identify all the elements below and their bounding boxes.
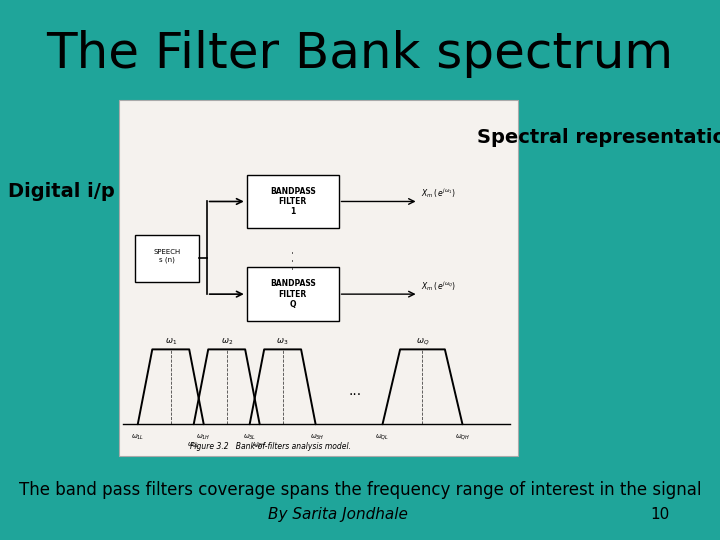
Text: BANDPASS
FILTER
Q: BANDPASS FILTER Q <box>270 279 315 309</box>
Text: $\omega_{3L}$: $\omega_{3L}$ <box>243 433 256 442</box>
Bar <box>135 235 199 282</box>
Text: $\omega_1$: $\omega_1$ <box>165 337 177 347</box>
Text: The band pass filters coverage spans the frequency range of interest in the sign: The band pass filters coverage spans the… <box>19 481 701 500</box>
Text: $X_m\,(\,e^{j\omega_1})$: $X_m\,(\,e^{j\omega_1})$ <box>420 186 455 200</box>
Text: The Filter Bank spectrum: The Filter Bank spectrum <box>46 30 674 78</box>
Text: BANDPASS
FILTER
1: BANDPASS FILTER 1 <box>270 187 315 217</box>
Text: $X_m\,(\,e^{j\omega_Q})$: $X_m\,(\,e^{j\omega_Q})$ <box>420 279 456 293</box>
Bar <box>247 267 338 321</box>
Text: $\omega_2$: $\omega_2$ <box>220 337 233 347</box>
Text: By Sarita Jondhale: By Sarita Jondhale <box>269 507 408 522</box>
Text: $\omega_{1H}$: $\omega_{1H}$ <box>197 433 211 442</box>
Bar <box>119 100 518 456</box>
Text: $\omega_Q$: $\omega_Q$ <box>415 336 429 347</box>
Text: · · ·: · · · <box>288 250 301 271</box>
Text: Figure 3.2   Bank-of-filters analysis model.: Figure 3.2 Bank-of-filters analysis mode… <box>190 442 351 451</box>
Bar <box>247 175 338 228</box>
Text: Digital i/p: Digital i/p <box>8 182 114 201</box>
Text: Spectral representation: Spectral representation <box>477 128 720 147</box>
Text: $\omega_{QH}$: $\omega_{QH}$ <box>455 433 470 442</box>
Text: $\omega_{1L}$: $\omega_{1L}$ <box>131 433 145 442</box>
Text: ...: ... <box>348 383 361 397</box>
Text: 10: 10 <box>650 507 670 522</box>
Text: $\omega_{2L}$: $\omega_{2L}$ <box>187 441 200 450</box>
Text: $\omega_{2H}$: $\omega_{2H}$ <box>253 441 267 450</box>
Text: $\omega_{QL}$: $\omega_{QL}$ <box>375 433 390 442</box>
Text: $\omega_{3H}$: $\omega_{3H}$ <box>310 433 324 442</box>
Text: $\omega_3$: $\omega_3$ <box>276 337 289 347</box>
Text: SPEECH
s (n): SPEECH s (n) <box>153 249 181 262</box>
